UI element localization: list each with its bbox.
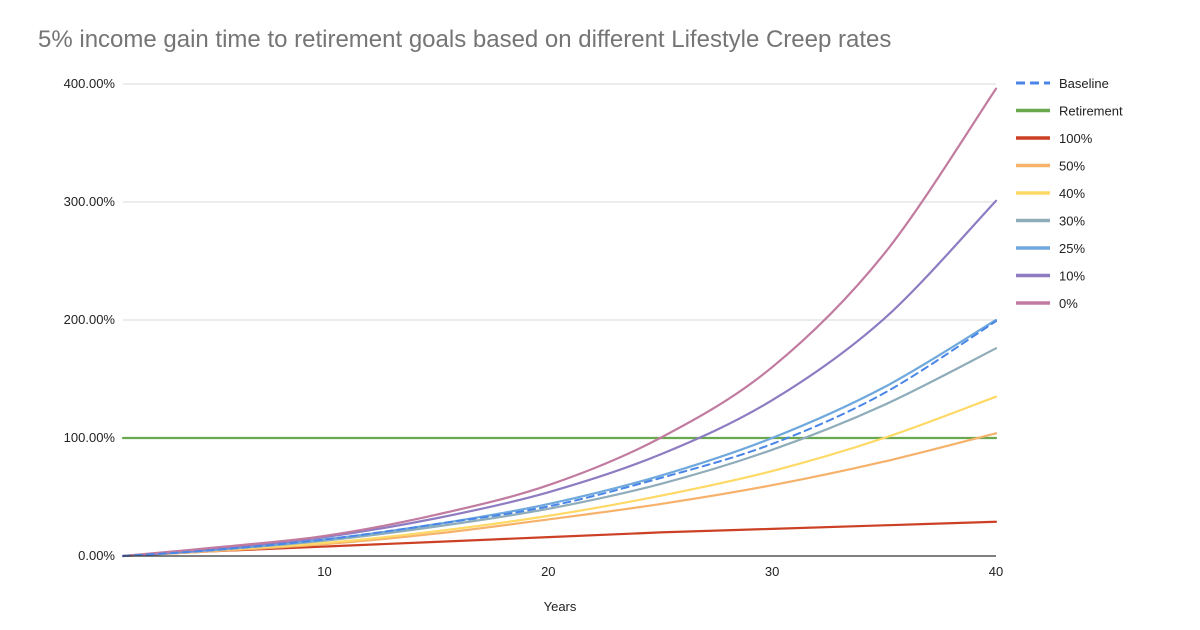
series-line-100-pct [121, 520, 998, 558]
chart-title: 5% income gain time to retirement goals … [38, 26, 892, 53]
x-tick-label: 30 [765, 564, 779, 579]
y-tick-label: 100.00% [64, 430, 116, 445]
series-line-10-pct [121, 199, 998, 558]
x-tick-label: 10 [317, 564, 331, 579]
y-tick-label: 200.00% [64, 312, 116, 327]
legend-label-0-pct: 0% [1059, 296, 1078, 311]
y-tick-label: 300.00% [64, 194, 116, 209]
x-axis-title: Years [544, 599, 577, 614]
legend-label-25-pct: 25% [1059, 241, 1085, 256]
series-lines [121, 87, 998, 558]
y-tick-label: 400.00% [64, 76, 116, 91]
axes: 0.00% 100.00% 200.00% 300.00% 400.00% 10 20 30 4… [64, 76, 1004, 579]
gridlines [123, 83, 996, 439]
legend-label-baseline: Baseline [1059, 76, 1109, 91]
legend-label-10-pct: 10% [1059, 269, 1085, 284]
series-line-baseline [122, 320, 997, 557]
series-line-50-pct [121, 432, 998, 558]
series-line-40-pct [121, 395, 998, 558]
series-line-0-pct [121, 87, 998, 558]
legend-label-100-pct: 100% [1059, 131, 1093, 146]
legend-label-retirement: Retirement [1059, 104, 1123, 119]
x-tick-label: 40 [989, 564, 1003, 579]
y-tick-label: 0.00% [78, 548, 115, 563]
x-tick-label: 20 [541, 564, 555, 579]
legend: Baseline Retirement 100% 50% 40% 30% 25% 10% 0% [1016, 76, 1123, 311]
legend-label-30-pct: 30% [1059, 214, 1085, 229]
legend-label-40-pct: 40% [1059, 186, 1085, 201]
legend-label-50-pct: 50% [1059, 159, 1085, 174]
